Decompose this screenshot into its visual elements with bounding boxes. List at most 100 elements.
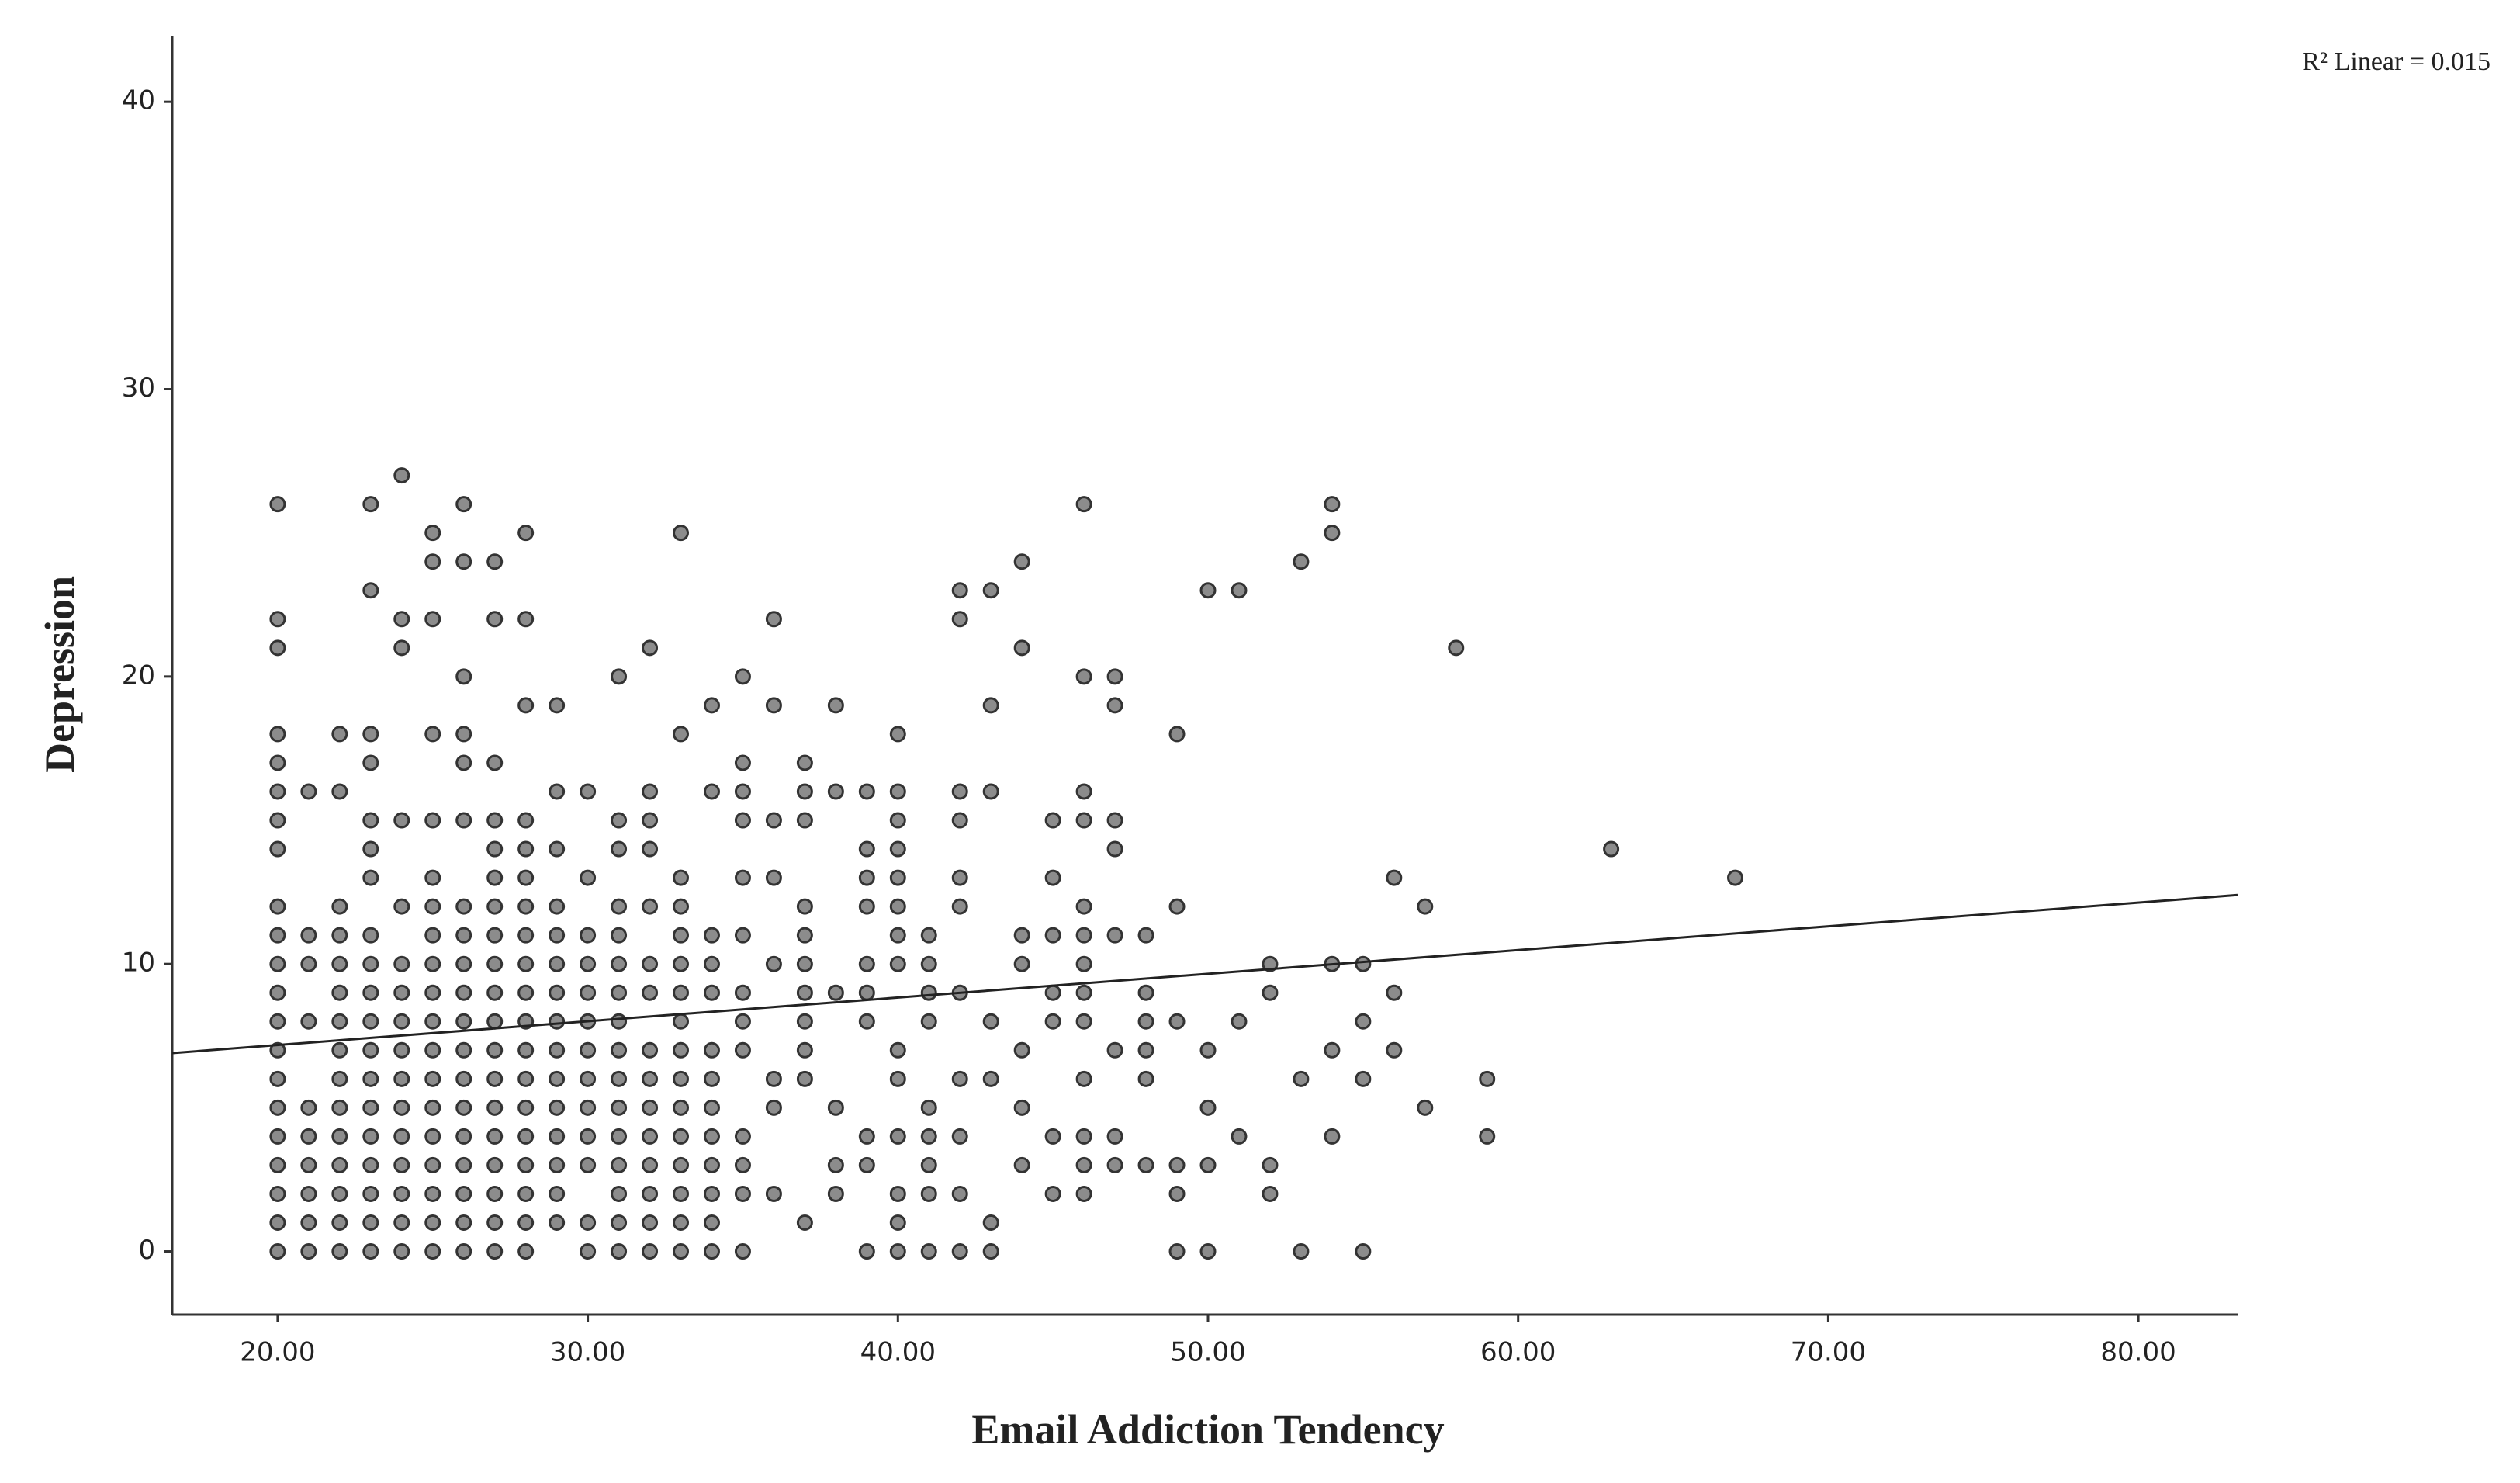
point bbox=[393, 1243, 410, 1260]
point bbox=[734, 869, 751, 886]
point bbox=[1262, 1185, 1279, 1202]
point bbox=[269, 1185, 286, 1202]
point bbox=[393, 1041, 410, 1059]
point bbox=[765, 1185, 782, 1202]
point bbox=[734, 927, 751, 944]
point bbox=[673, 869, 690, 886]
point bbox=[827, 1156, 844, 1173]
point bbox=[331, 927, 348, 944]
point bbox=[642, 1185, 659, 1202]
point bbox=[673, 1214, 690, 1231]
point bbox=[889, 927, 906, 944]
point bbox=[1013, 927, 1030, 944]
point bbox=[455, 1041, 472, 1059]
point bbox=[673, 1156, 690, 1173]
point bbox=[611, 984, 628, 1001]
point bbox=[796, 984, 813, 1001]
point bbox=[920, 1156, 937, 1173]
point bbox=[951, 611, 968, 628]
point bbox=[455, 984, 472, 1001]
point bbox=[518, 1128, 535, 1145]
point bbox=[424, 1156, 441, 1173]
point bbox=[362, 1214, 379, 1231]
point bbox=[331, 1185, 348, 1202]
point bbox=[889, 1070, 906, 1087]
point bbox=[858, 1013, 875, 1030]
point bbox=[455, 955, 472, 972]
point bbox=[889, 1185, 906, 1202]
point bbox=[362, 1099, 379, 1116]
point bbox=[858, 783, 875, 800]
point bbox=[331, 1013, 348, 1030]
point bbox=[269, 1013, 286, 1030]
point bbox=[518, 840, 535, 858]
point bbox=[611, 1041, 628, 1059]
point bbox=[424, 1214, 441, 1231]
point bbox=[580, 1041, 597, 1059]
point bbox=[549, 1099, 566, 1116]
point bbox=[424, 611, 441, 628]
point bbox=[300, 1185, 317, 1202]
point bbox=[362, 1243, 379, 1260]
point bbox=[734, 1013, 751, 1030]
point bbox=[455, 1156, 472, 1173]
point bbox=[362, 1070, 379, 1087]
point bbox=[518, 1156, 535, 1173]
point bbox=[611, 1128, 628, 1145]
x-tick-label: 50.00 bbox=[1170, 1337, 1245, 1368]
point bbox=[982, 582, 999, 599]
point bbox=[920, 1128, 937, 1145]
point bbox=[1075, 812, 1092, 829]
point bbox=[1168, 1243, 1186, 1260]
point bbox=[362, 812, 379, 829]
y-tick-label: 10 bbox=[122, 948, 155, 979]
point bbox=[269, 726, 286, 743]
point bbox=[362, 1128, 379, 1145]
point bbox=[611, 1185, 628, 1202]
point bbox=[734, 1041, 751, 1059]
point bbox=[1293, 553, 1310, 570]
point bbox=[1417, 1099, 1434, 1116]
point bbox=[580, 869, 597, 886]
point bbox=[362, 496, 379, 513]
point bbox=[611, 812, 628, 829]
point bbox=[951, 1243, 968, 1260]
point bbox=[331, 1214, 348, 1231]
point bbox=[486, 1214, 504, 1231]
point bbox=[765, 697, 782, 714]
point bbox=[951, 1128, 968, 1145]
point bbox=[673, 726, 690, 743]
point bbox=[1075, 984, 1092, 1001]
point bbox=[549, 1041, 566, 1059]
point bbox=[580, 1128, 597, 1145]
point bbox=[642, 1041, 659, 1059]
point bbox=[362, 840, 379, 858]
x-tick-label: 60.00 bbox=[1480, 1337, 1556, 1368]
point bbox=[1013, 639, 1030, 657]
point bbox=[549, 955, 566, 972]
point bbox=[703, 1128, 720, 1145]
point bbox=[1324, 496, 1341, 513]
point bbox=[920, 1185, 937, 1202]
point bbox=[269, 1156, 286, 1173]
point bbox=[393, 812, 410, 829]
point bbox=[455, 1243, 472, 1260]
point bbox=[951, 898, 968, 915]
point bbox=[642, 1099, 659, 1116]
point bbox=[1199, 582, 1217, 599]
point bbox=[703, 1214, 720, 1231]
point bbox=[486, 1156, 504, 1173]
point bbox=[1262, 1156, 1279, 1173]
point bbox=[889, 1041, 906, 1059]
point bbox=[703, 984, 720, 1001]
point bbox=[549, 1214, 566, 1231]
point bbox=[1137, 927, 1154, 944]
point bbox=[269, 611, 286, 628]
point bbox=[455, 754, 472, 771]
point bbox=[424, 898, 441, 915]
point bbox=[673, 955, 690, 972]
point bbox=[269, 955, 286, 972]
point bbox=[269, 1099, 286, 1116]
point bbox=[796, 1041, 813, 1059]
point bbox=[1168, 1013, 1186, 1030]
